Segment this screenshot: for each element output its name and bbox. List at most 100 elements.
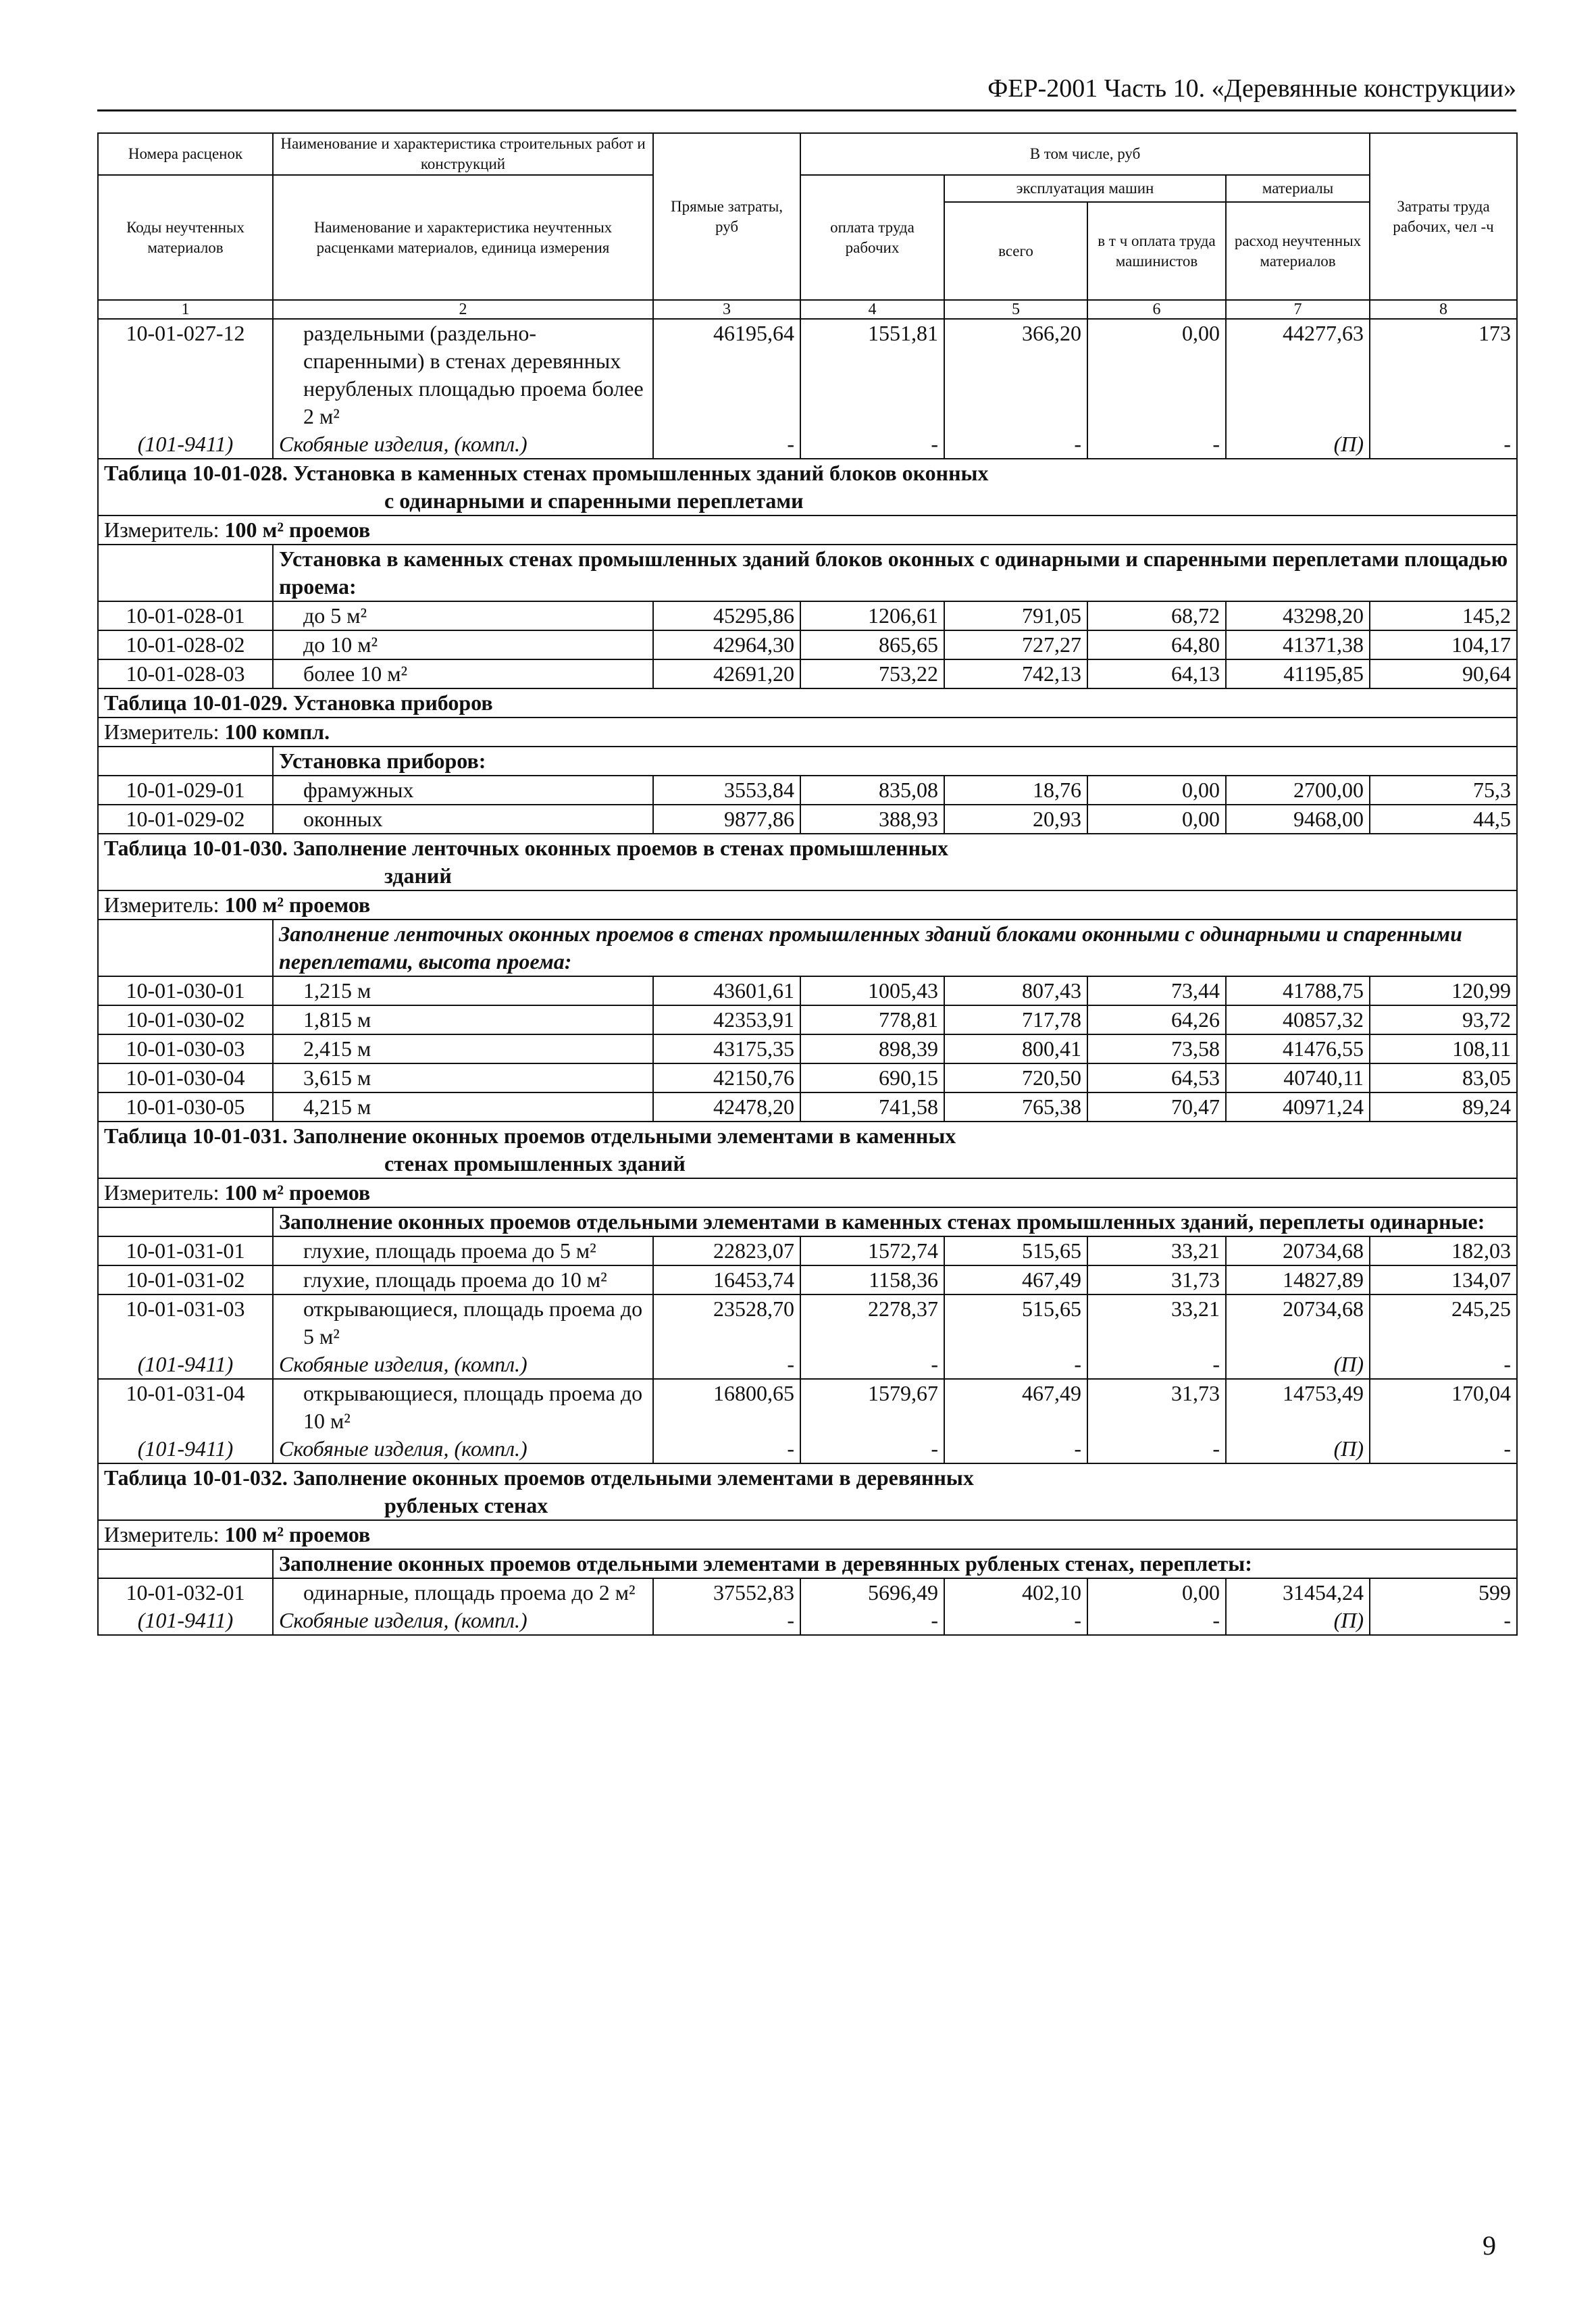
value-cell: 120,99 [1369,976,1518,1006]
material-value: - [1369,1607,1518,1636]
measure-value: 100 м² проемов [224,892,371,917]
group-spacer [97,544,274,602]
material-value: (П) [1225,1607,1371,1636]
measure-label: Измеритель: [104,518,220,542]
value-cell: 75,3 [1369,775,1518,805]
value-cell: 3553,84 [652,775,801,805]
value-cell: 182,03 [1369,1236,1518,1266]
value-cell: 43601,61 [652,976,801,1006]
value-cell: 42964,30 [652,630,801,660]
section-title: Таблица 10-01-031. Заполнение оконных пр… [97,1121,1518,1179]
section-title-line1: Таблица 10-01-028. Установка в каменных … [104,461,989,485]
value-cell: 83,05 [1369,1063,1518,1093]
measure: Измеритель: 100 м² проемов [97,890,1518,920]
value-cell: 31,73 [1087,1378,1227,1435]
work-name: до 5 м² [272,601,654,631]
section-title-line2: с одинарными и спаренными переплетами [384,488,804,513]
table-row: 10-01-031-04 открывающиеся, площадь проем… [97,1378,1518,1435]
work-name-text: открывающиеся, площадь проема до 10 м² [303,1381,643,1433]
value-cell: 68,72 [1087,601,1227,631]
table-section-title: Таблица 10-01-030. Заполнение ленточных … [97,833,1518,891]
material-value: - [1369,430,1518,459]
value-cell: 104,17 [1369,630,1518,660]
value-cell: 89,24 [1369,1092,1518,1122]
value-cell: 40857,32 [1225,1005,1371,1035]
work-name-text: 4,215 м [303,1095,371,1119]
rate-code: 10-01-028-03 [97,659,274,689]
value-cell: 20734,68 [1225,1294,1371,1351]
table-row: 10-01-029-02 оконных 9877,86 388,93 20,93 0,0… [97,804,1518,834]
work-name: глухие, площадь проема до 10 м² [272,1265,654,1295]
rate-code: 10-01-030-04 [97,1063,274,1093]
header-materials-unaccounted: расход неучтенных материалов [1225,201,1371,301]
value-cell: 20734,68 [1225,1236,1371,1266]
rate-code: 10-01-030-05 [97,1092,274,1122]
value-cell: 20,93 [944,804,1088,834]
material-value: - [1369,1351,1518,1380]
work-name-text: глухие, площадь проема до 10 м² [303,1267,607,1292]
group-heading: Заполнение ленточных оконных проемов в с… [272,919,1518,977]
work-name-text: до 5 м² [303,603,367,628]
value-cell: 44277,63 [1225,318,1371,430]
value-cell: 0,00 [1087,1578,1227,1607]
work-name: одинарные, площадь проема до 2 м² [272,1578,654,1607]
group-spacer [97,746,274,776]
table-row: 10-01-027-12 раздельными (раздельно-спаре… [97,318,1518,430]
work-name: до 10 м² [272,630,654,660]
value-cell: 33,21 [1087,1236,1227,1266]
table-row: 10-01-031-03 открывающиеся, площадь проем… [97,1294,1518,1351]
work-name: 2,415 м [272,1034,654,1064]
section-title-line1: Таблица 10-01-032. Заполнение оконных пр… [104,1465,974,1490]
work-name-text: 3,615 м [303,1065,371,1090]
work-name: открывающиеся, площадь проема до 10 м² [272,1378,654,1435]
section-title-line1: Таблица 10-01-029. Установка приборов [104,690,493,715]
header-work-name: Наименование и характеристика строительн… [272,132,654,176]
value-cell: 64,80 [1087,630,1227,660]
value-cell: 0,00 [1087,318,1227,430]
col-number: 3 [652,299,801,320]
work-name-text: раздельными (раздельно-спаренными) в сте… [303,321,644,428]
value-cell: 90,64 [1369,659,1518,689]
value-cell: 93,72 [1369,1005,1518,1035]
value-cell: 835,08 [800,775,945,805]
value-cell: 690,15 [800,1063,945,1093]
col-number: 7 [1225,299,1371,320]
running-head: ФЕР-2001 Часть 10. «Деревянные конструкц… [97,68,1516,111]
value-cell: 42150,76 [652,1063,801,1093]
section-title: Таблица 10-01-032. Заполнение оконных пр… [97,1463,1518,1521]
value-cell: 515,65 [944,1294,1088,1351]
col-number: 8 [1369,299,1518,320]
value-cell: 14827,89 [1225,1265,1371,1295]
material-name: Скобяные изделия, (компл.) [272,430,654,459]
value-cell: 108,11 [1369,1034,1518,1064]
group-row: Установка приборов: [97,746,1518,776]
value-cell: 22823,07 [652,1236,801,1266]
section-title-line2: стенах промышленных зданий [384,1151,686,1176]
value-cell: 1551,81 [800,318,945,430]
value-cell: 0,00 [1087,775,1227,805]
material-value: - [800,1351,945,1380]
measure: Измеритель: 100 м² проемов [97,1178,1518,1208]
table-section-title: Таблица 10-01-032. Заполнение оконных пр… [97,1463,1518,1521]
measure-row: Измеритель: 100 м² проемов [97,890,1518,920]
value-cell: 18,76 [944,775,1088,805]
rate-code: 10-01-031-01 [97,1236,274,1266]
measure-value: 100 м² проемов [224,518,371,542]
value-cell: 0,00 [1087,804,1227,834]
value-cell: 173 [1369,318,1518,430]
work-name-text: фрамужных [303,778,414,802]
material-row: (101-9411) Скобяные изделия, (компл.) - - - -… [97,1435,1518,1464]
col-number: 5 [944,299,1088,320]
price-table: Номера расценок Наименование и характери… [97,132,1518,1636]
group-heading: Установка в каменных стенах промышленных… [272,544,1518,602]
value-cell: 388,93 [800,804,945,834]
value-cell: 16800,65 [652,1378,801,1435]
material-code: (101-9411) [97,1607,274,1636]
value-cell: 807,43 [944,976,1088,1006]
value-cell: 73,44 [1087,976,1227,1006]
value-cell: 765,38 [944,1092,1088,1122]
value-cell: 44,5 [1369,804,1518,834]
value-cell: 33,21 [1087,1294,1227,1351]
table-section-title: Таблица 10-01-028. Установка в каменных … [97,458,1518,516]
material-value: - [1087,430,1227,459]
